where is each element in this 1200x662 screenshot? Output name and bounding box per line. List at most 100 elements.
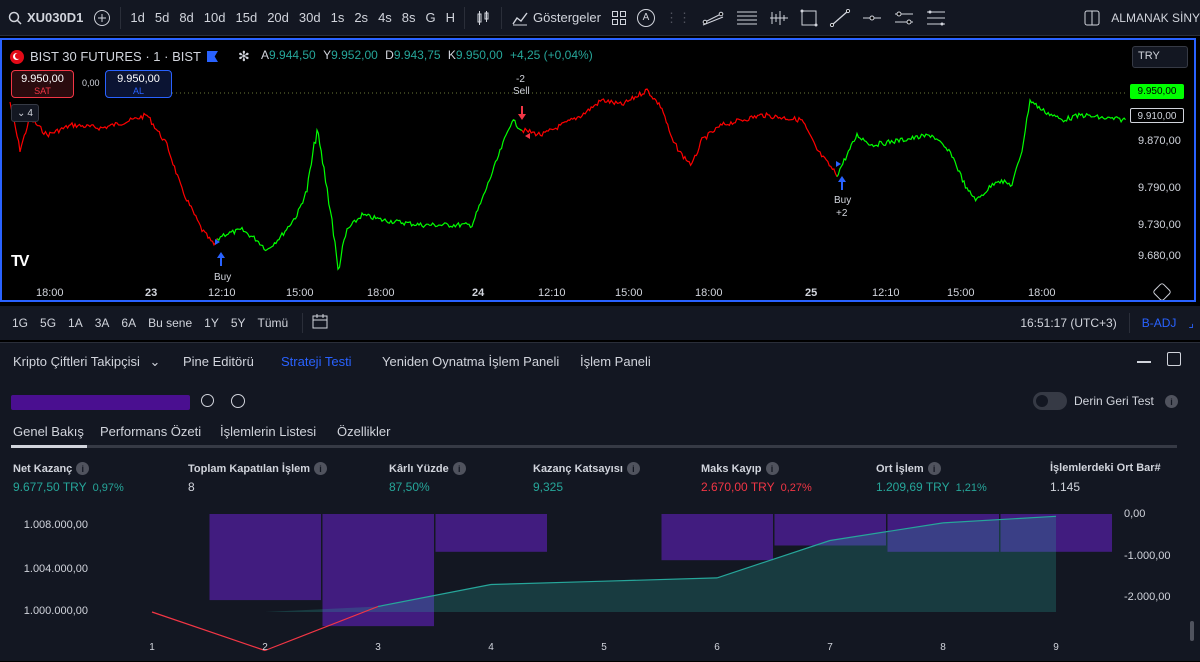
timeframe-1d[interactable]: 1d	[130, 10, 145, 25]
equity-chart[interactable]: 1.008.000,00 1.004.000,00 1.000.000,00 0,00…	[0, 502, 1200, 662]
scroll-indicator[interactable]	[1190, 621, 1194, 641]
timeframe-group: 1d 5d 8d 10d 15d 20d 30d 1s 2s 4s 8s G H	[125, 0, 460, 36]
minimize-icon[interactable]	[1137, 361, 1151, 363]
add-symbol-icon[interactable]	[88, 0, 116, 36]
range-period-item[interactable]: 5Y	[230, 316, 246, 330]
timeframe-10d[interactable]: 10d	[203, 10, 226, 25]
timeframe-4s[interactable]: 4s	[378, 10, 392, 25]
drawdown-bar[interactable]	[209, 514, 321, 601]
info-icon[interactable]: i	[452, 462, 466, 475]
range-period-item[interactable]: 6A	[121, 316, 137, 330]
range-period-item[interactable]: 3A	[94, 316, 110, 330]
timeframe-8d[interactable]: 8d	[179, 10, 194, 25]
subtab-properties[interactable]: Özellikler	[337, 424, 391, 439]
info-icon[interactable]: i	[765, 462, 779, 475]
position-icon[interactable]	[888, 0, 920, 36]
alarm-add-icon[interactable]	[231, 394, 245, 408]
high-value: 9.952,00	[331, 48, 378, 62]
trade-number-tick: 4	[488, 642, 494, 653]
candles-icon[interactable]	[469, 0, 497, 36]
divider	[302, 313, 304, 333]
buy-label: AL	[132, 86, 144, 96]
timeframe-15d[interactable]: 15d	[235, 10, 258, 25]
range-period-item[interactable]: Bu sene	[148, 316, 193, 330]
adjustment-toggle[interactable]: B-ADJ	[1141, 316, 1177, 330]
time-axis-label: 24	[472, 287, 485, 299]
range-period-item[interactable]: 1Y	[204, 316, 219, 330]
drawdown-bar[interactable]	[661, 514, 773, 561]
timeframe-2s[interactable]: 2s	[354, 10, 369, 25]
trend-lines-icon[interactable]	[696, 0, 730, 36]
flag-marker-icon[interactable]	[206, 51, 218, 62]
brush-icon[interactable]	[824, 0, 856, 36]
date-range-icon[interactable]	[311, 313, 329, 334]
price-chart[interactable]: BIST 30 FUTURES · 1 · BIST ✻ A9.944,50 Y…	[0, 38, 1196, 302]
alert-button[interactable]: A	[632, 0, 660, 36]
buy-marker-icon[interactable]	[217, 252, 225, 266]
timeframe-30d[interactable]: 30d	[298, 10, 321, 25]
price-series-line	[521, 88, 838, 177]
subtab-performance[interactable]: Performans Özeti	[100, 424, 202, 439]
tab-pine-editor[interactable]: Pine Editörü	[183, 354, 254, 369]
chevron-down-icon: ⌄	[17, 107, 26, 119]
timeframe-8s[interactable]: 8s	[401, 10, 416, 25]
deep-backtest-toggle[interactable]	[1033, 392, 1067, 410]
quantity-box[interactable]: ⌄ 4	[11, 104, 39, 122]
tab-crypto-tracker[interactable]: Kripto Çiftleri Takipçisi ⌄	[13, 354, 160, 370]
layout-icon[interactable]	[606, 0, 632, 36]
range-period-item[interactable]: 5G	[40, 316, 57, 330]
sell-button[interactable]: 9.950,00 SAT	[11, 70, 74, 98]
strategy-settings-icon[interactable]	[201, 394, 214, 407]
calendar-tab[interactable]: ALMANAK SİNY	[1111, 10, 1200, 25]
drawdown-bar[interactable]	[435, 514, 547, 552]
buy-marker-icon[interactable]	[838, 176, 846, 190]
sell-marker-icon[interactable]	[518, 106, 526, 120]
tab-strategy-tester[interactable]: Strateji Testi	[281, 354, 352, 369]
range-period-item[interactable]: Tümü	[257, 316, 289, 330]
drawdown-bar[interactable]	[1000, 514, 1112, 552]
drag-handle-icon[interactable]: ⋮⋮	[664, 9, 691, 25]
info-icon[interactable]: i	[76, 462, 90, 475]
price-chart-canvas[interactable]	[2, 40, 1194, 300]
right-edge-scrollbar[interactable]	[1196, 170, 1200, 230]
indicators-button[interactable]: Göstergeler	[506, 0, 606, 36]
maximize-icon[interactable]	[1167, 352, 1181, 366]
time-axis-label: 15:00	[615, 287, 643, 299]
search-icon[interactable]	[0, 0, 27, 36]
equity-line-segment	[942, 515, 1057, 524]
strategy-name-field[interactable]	[11, 395, 190, 410]
drawdown-bar[interactable]	[322, 514, 434, 627]
clock[interactable]: 16:51:17 (UTC+3)	[1020, 316, 1117, 330]
timeframe-1s[interactable]: 1s	[330, 10, 345, 25]
patterns-icon[interactable]	[764, 0, 794, 36]
subtab-active-underline	[11, 445, 87, 448]
timeframe-G[interactable]: G	[425, 10, 436, 25]
info-icon[interactable]: i	[927, 462, 941, 475]
corner-icon[interactable]: ⌟	[1188, 316, 1194, 330]
panel-toggle-icon[interactable]	[1078, 0, 1106, 36]
top-toolbar: XU030D1 1d 5d 8d 10d 15d 20d 30d 1s 2s 4s 8s G H Gös…	[0, 0, 1200, 36]
tab-trading-panel[interactable]: İşlem Paneli	[580, 354, 651, 369]
subtab-overview[interactable]: Genel Bakış	[13, 424, 84, 439]
info-icon[interactable]: i	[314, 462, 328, 475]
price-series-line	[836, 98, 1126, 203]
subtab-trades-list[interactable]: İşlemlerin Listesi	[220, 424, 317, 439]
symbol-name[interactable]: XU030D1	[27, 10, 84, 25]
tab-replay-panel[interactable]: Yeniden Oynatma İşlem Paneli	[382, 354, 560, 369]
info-icon[interactable]: i	[626, 462, 640, 475]
info-icon[interactable]: i	[1165, 395, 1178, 408]
currency-select[interactable]: TRY	[1132, 46, 1188, 68]
rectangle-icon[interactable]	[794, 0, 824, 36]
buy-button[interactable]: 9.950,00 AL	[105, 70, 172, 98]
snowflake-icon[interactable]: ✻	[237, 48, 250, 64]
timeframe-20d[interactable]: 20d	[267, 10, 289, 25]
horizontal-line-icon[interactable]	[856, 0, 888, 36]
time-axis-label: 23	[145, 287, 158, 299]
timeframe-5d[interactable]: 5d	[154, 10, 170, 25]
timeframe-H[interactable]: H	[445, 10, 456, 25]
range-period-item[interactable]: 1A	[68, 316, 83, 330]
projection-icon[interactable]	[920, 0, 952, 36]
range-period-item[interactable]: 1G	[12, 316, 29, 330]
metric-value-text: 2.670,00 TRY	[701, 480, 775, 494]
fib-icon[interactable]	[730, 0, 764, 36]
